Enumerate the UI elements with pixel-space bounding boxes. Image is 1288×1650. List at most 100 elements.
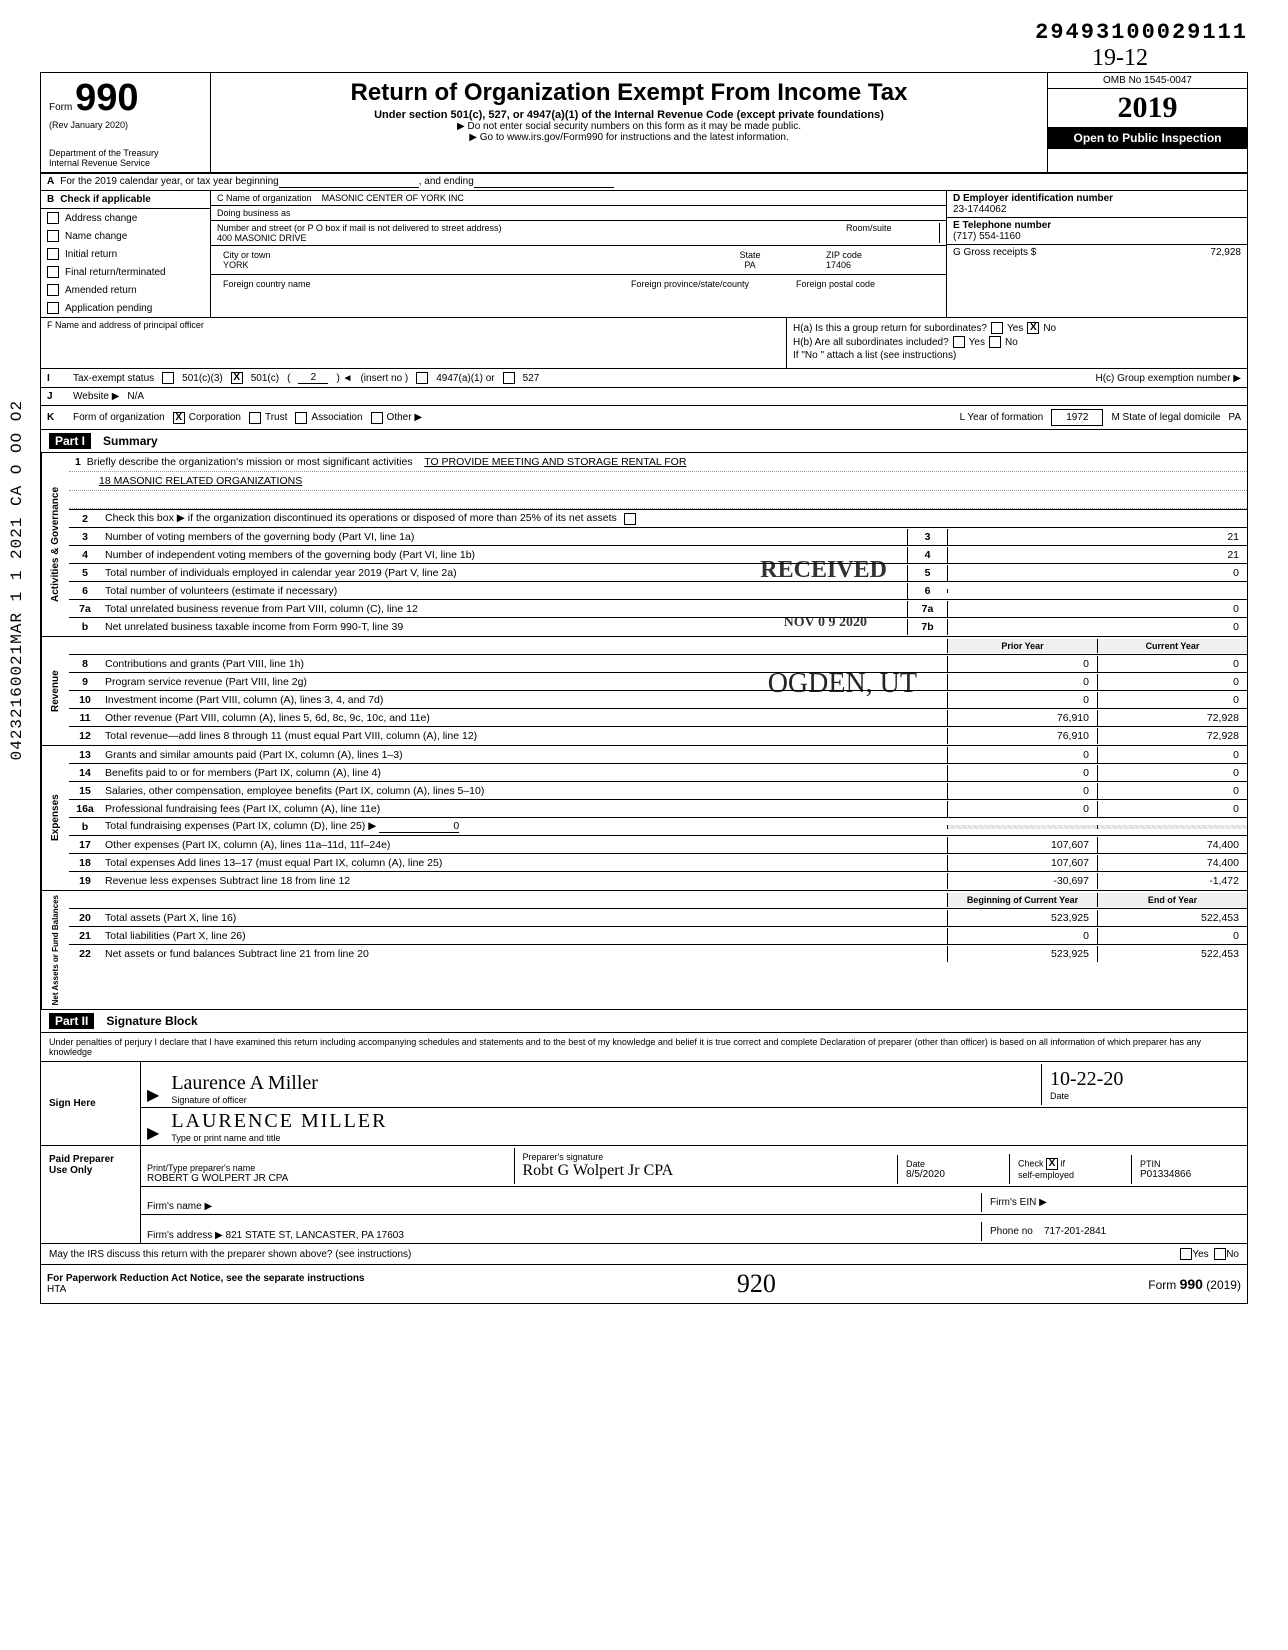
line5-value: 0: [947, 565, 1247, 581]
line20-desc: Total assets (Part X, line 16): [101, 910, 947, 926]
checkbox-discontinued[interactable]: [624, 513, 636, 525]
h-section: H(a) Is this a group return for subordin…: [787, 318, 1247, 368]
ha-label: H(a) Is this a group return for subordin…: [793, 323, 987, 334]
line21-current: 0: [1097, 928, 1247, 944]
501c-number: 2: [298, 372, 328, 384]
summary-expenses: Expenses 13Grants and similar amounts pa…: [40, 746, 1248, 891]
firm-ein-label: Firm's EIN ▶: [990, 1197, 1047, 1208]
checkbox-name-change[interactable]: [47, 230, 59, 242]
label-application-pending: Application pending: [65, 303, 152, 314]
checkbox-amended-return[interactable]: [47, 284, 59, 296]
line22-prior: 523,925: [947, 946, 1097, 962]
checkbox-trust[interactable]: [249, 412, 261, 424]
discuss-question: May the IRS discuss this return with the…: [49, 1249, 1180, 1260]
line8-desc: Contributions and grants (Part VIII, lin…: [101, 656, 947, 672]
checkbox-527[interactable]: [503, 372, 515, 384]
checkbox-ha-no[interactable]: [1027, 322, 1039, 334]
checkbox-501c[interactable]: [231, 372, 243, 384]
checkbox-association[interactable]: [295, 412, 307, 424]
line10-desc: Investment income (Part VIII, column (A)…: [101, 692, 947, 708]
checkbox-self-employed[interactable]: [1046, 1158, 1058, 1170]
paid-preparer-label: Paid Preparer Use Only: [41, 1146, 141, 1243]
prior-year-header: Prior Year: [947, 639, 1097, 653]
beginning-year-header: Beginning of Current Year: [947, 893, 1097, 907]
row-k-form-org: K Form of organization Corporation Trust…: [40, 406, 1248, 430]
line12-current: 72,928: [1097, 728, 1247, 744]
tax-exempt-label: Tax-exempt status: [73, 373, 154, 384]
line16a-desc: Professional fundraising fees (Part IX, …: [101, 801, 947, 817]
line14-prior: 0: [947, 765, 1097, 781]
officer-date: 10-22-20: [1050, 1068, 1233, 1091]
line12-desc: Total revenue—add lines 8 through 11 (mu…: [101, 728, 947, 744]
form-header: Form 990 (Rev January 2020) Department o…: [40, 72, 1248, 174]
signature-officer-label: Signature of officer: [171, 1095, 1029, 1105]
checkbox-discuss-no[interactable]: [1214, 1248, 1226, 1260]
checkbox-discuss-yes[interactable]: [1180, 1248, 1192, 1260]
line19-prior: -30,697: [947, 873, 1097, 889]
line11-current: 72,928: [1097, 710, 1247, 726]
ein-label: D Employer identification number: [953, 193, 1113, 204]
side-label-governance: Activities & Governance: [41, 453, 69, 636]
row-j-website: J Website ▶ N/A: [40, 388, 1248, 406]
checkbox-other[interactable]: [371, 412, 383, 424]
form-number: 990: [75, 77, 138, 119]
dba-label: Doing business as: [217, 208, 291, 218]
label-no: No: [1043, 323, 1056, 334]
line20-current: 522,453: [1097, 910, 1247, 926]
part-2-label: Part II: [49, 1013, 94, 1029]
line8-current: 0: [1097, 656, 1247, 672]
part-1-title: Summary: [103, 434, 158, 448]
line16b-desc: Total fundraising expenses (Part IX, col…: [101, 818, 947, 835]
line18-current: 74,400: [1097, 855, 1247, 871]
checkbox-hb-yes[interactable]: [953, 336, 965, 348]
state-domicile-label: M State of legal domicile: [1111, 412, 1220, 423]
checkbox-final-return[interactable]: [47, 266, 59, 278]
zip-value: 17406: [826, 260, 851, 270]
gross-receipts-value: 72,928: [1210, 247, 1241, 258]
checkbox-corporation[interactable]: [173, 412, 185, 424]
part-2-header: Part II Signature Block: [40, 1010, 1248, 1033]
handwritten-annotation: 19-12: [40, 45, 1148, 72]
left-margin-stamp: 04232160021MAR 1 1 2021 CA O OO O2: [8, 400, 26, 760]
checkbox-hb-no[interactable]: [989, 336, 1001, 348]
form-warning-2: Go to www.irs.gov/Form990 for instructio…: [480, 132, 789, 143]
footer-row: For Paperwork Reduction Act Notice, see …: [40, 1265, 1248, 1304]
principal-officer-row: F Name and address of principal officer …: [40, 318, 1248, 369]
line13-prior: 0: [947, 747, 1097, 763]
form-org-label: Form of organization: [73, 412, 165, 423]
row-a-text: For the 2019 calendar year, or tax year …: [60, 176, 278, 188]
line10-prior: 0: [947, 692, 1097, 708]
line15-prior: 0: [947, 783, 1097, 799]
form-footer-number: Form 990 (2019): [1148, 1276, 1241, 1292]
checkbox-application-pending[interactable]: [47, 302, 59, 314]
form-title: Return of Organization Exempt From Incom…: [223, 79, 1035, 107]
line11-desc: Other revenue (Part VIII, column (A), li…: [101, 710, 947, 726]
ptin-value: P01334866: [1140, 1169, 1233, 1180]
checkbox-address-change[interactable]: [47, 212, 59, 224]
line14-current: 0: [1097, 765, 1247, 781]
hb-label: H(b) Are all subordinates included?: [793, 337, 949, 348]
line17-current: 74,400: [1097, 837, 1247, 853]
arrow-icon: ▶: [147, 1085, 159, 1105]
checkbox-4947[interactable]: [416, 372, 428, 384]
checkbox-501c3[interactable]: [162, 372, 174, 384]
date-label: Date: [1050, 1091, 1233, 1101]
summary-net-assets: Net Assets or Fund Balances Beginning of…: [40, 891, 1248, 1010]
form-revision: (Rev January 2020): [49, 120, 202, 130]
line5-desc: Total number of individuals employed in …: [101, 565, 907, 581]
line7b-value: 0: [947, 619, 1247, 635]
label-association: Association: [311, 412, 362, 423]
paid-preparer-row: Paid Preparer Use Only Print/Type prepar…: [41, 1146, 1247, 1244]
sign-here-row: Sign Here ▶ Laurence A Miller Signature …: [41, 1062, 1247, 1146]
label-initial-return: Initial return: [65, 249, 117, 260]
side-label-expenses: Expenses: [41, 746, 69, 890]
line6-value: [947, 589, 1247, 593]
line11-prior: 76,910: [947, 710, 1097, 726]
line22-current: 522,453: [1097, 946, 1247, 962]
checkbox-ha-yes[interactable]: [991, 322, 1003, 334]
form-header-right: OMB No 1545-0047 2019 Open to Public Ins…: [1047, 73, 1247, 172]
line18-prior: 107,607: [947, 855, 1097, 871]
end-year-header: End of Year: [1097, 893, 1247, 907]
principal-officer-label: F Name and address of principal officer: [41, 318, 787, 368]
checkbox-initial-return[interactable]: [47, 248, 59, 260]
